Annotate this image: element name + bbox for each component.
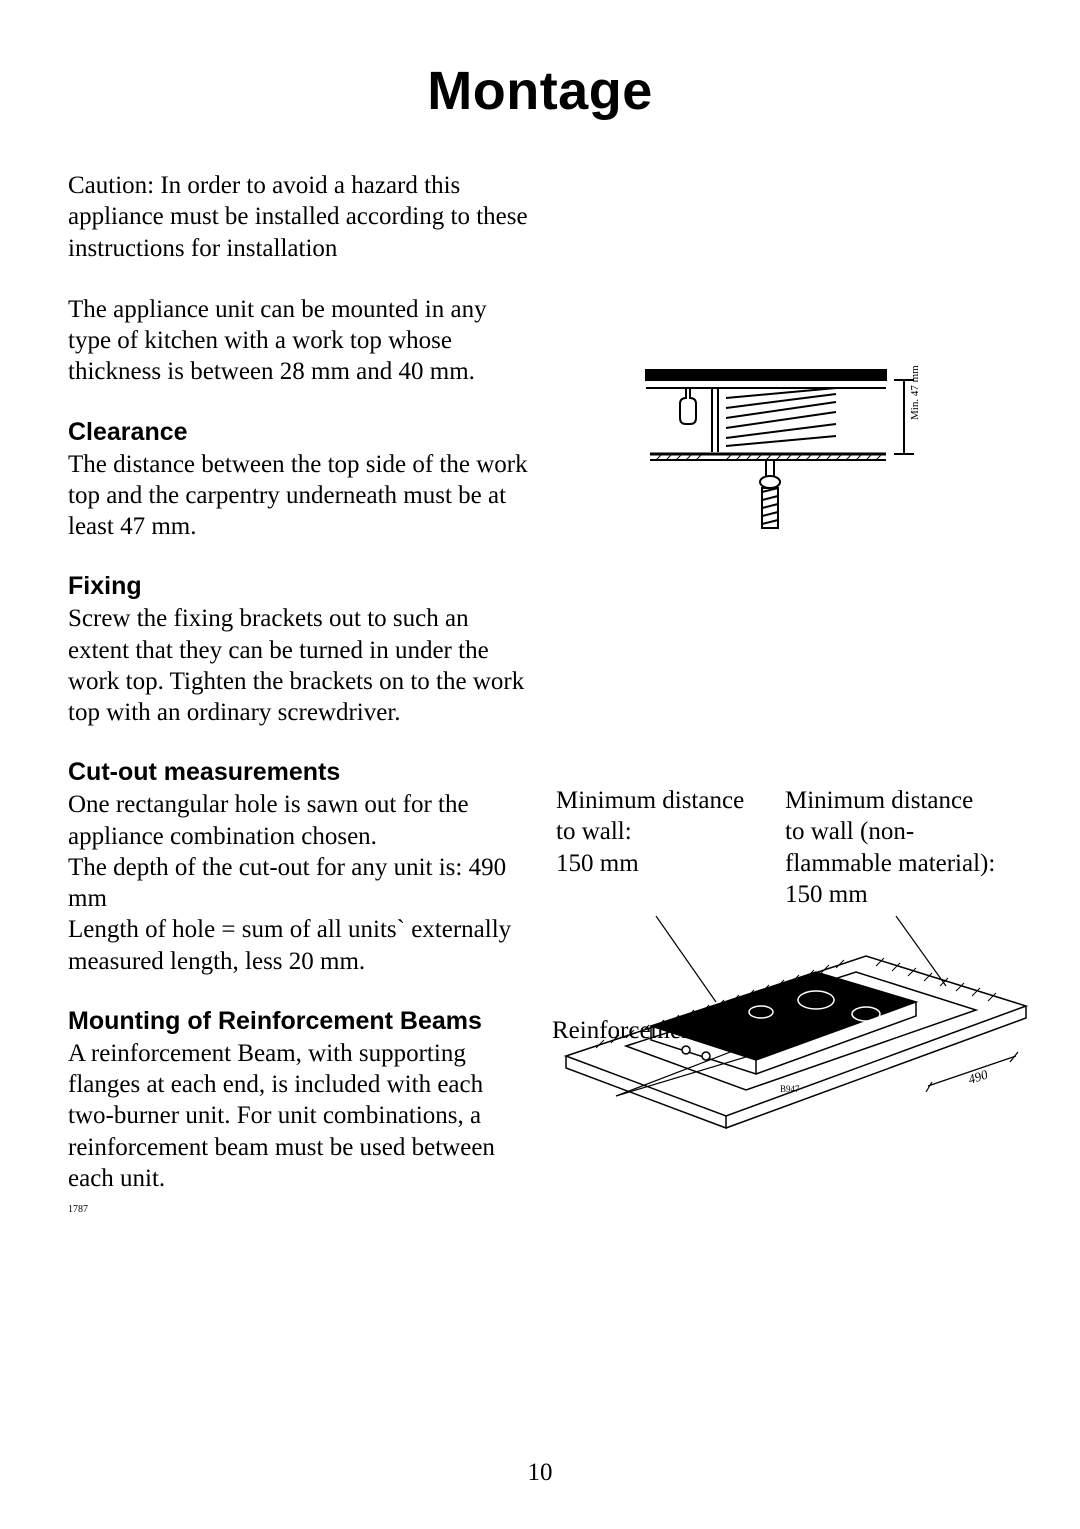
fixing-body: Screw the fixing brackets out to such an… <box>68 603 528 728</box>
page-title: Montage <box>68 60 1012 122</box>
left-column: Caution: In order to avoid a hazard this… <box>68 170 528 1215</box>
figure-cutout: Minimum distance to wall: 150 mm Minimum… <box>556 785 996 1136</box>
cutout-body: One rectangular hole is sawn out for the… <box>68 789 528 977</box>
clearance-heading: Clearance <box>68 418 528 447</box>
figure-clearance-svg: Min. 47 mm <box>626 360 966 580</box>
right-column: Min. 47 mm Minimum distance to wall: 150… <box>556 170 996 1215</box>
cutout-heading: Cut-out measurements <box>68 758 528 787</box>
content-columns: Caution: In order to avoid a hazard this… <box>68 170 1012 1215</box>
mounting-heading: Mounting of Reinforcement Beams <box>68 1007 528 1036</box>
tiny-ref: 1787 <box>68 1204 528 1215</box>
page-number: 10 <box>0 1459 1080 1487</box>
mounting-body: A reinforcement Beam, with supporting fl… <box>68 1038 528 1194</box>
figure-clearance-min-label: Min. 47 mm <box>909 365 921 420</box>
fixing-heading: Fixing <box>68 572 528 601</box>
clearance-body: The distance between the top side of the… <box>68 449 528 543</box>
intro-paragraph-1: Caution: In order to avoid a hazard this… <box>68 170 528 264</box>
figure-clearance: Min. 47 mm <box>626 360 966 580</box>
figure-cutout-top-labels: Minimum distance to wall: 150 mm Minimum… <box>556 785 996 910</box>
figure-cutout-label-left: Minimum distance to wall: 150 mm <box>556 785 767 910</box>
figure-cutout-label-right: Minimum distance to wall (non-flammable … <box>785 785 996 910</box>
intro-paragraph-2: The appliance unit can be mounted in any… <box>68 294 528 388</box>
figure-cutout-depth-dim: 490 <box>966 1066 990 1086</box>
figure-cutout-code: B947 <box>780 1084 800 1094</box>
figure-cutout-reinforcement-label: Reinforcement beams <box>552 1015 771 1046</box>
